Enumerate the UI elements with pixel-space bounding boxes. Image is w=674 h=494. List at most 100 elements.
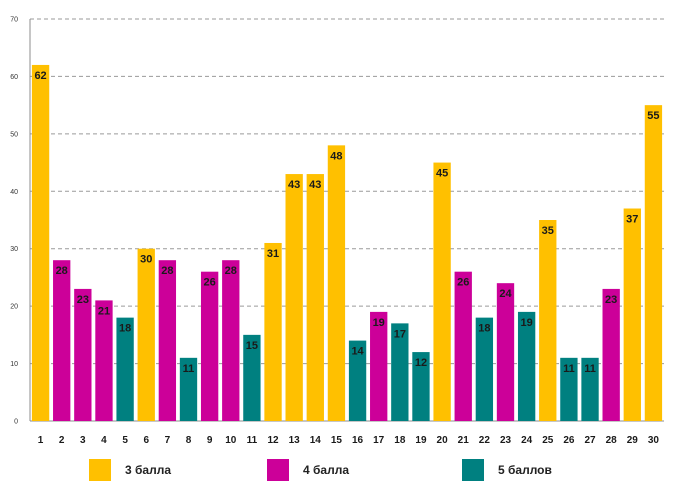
gridlines <box>30 18 664 365</box>
bar-3 <box>74 288 92 421</box>
x-tick-label: 10 <box>225 435 237 446</box>
y-tick-label: 0 <box>14 419 18 426</box>
x-tick-label: 22 <box>479 435 491 446</box>
legend-item-4-balla: 4 балла <box>267 458 349 482</box>
y-tick-label: 10 <box>10 361 18 368</box>
value-label: 28 <box>225 265 237 277</box>
bar-25 <box>539 220 557 421</box>
value-label: 19 <box>373 317 385 329</box>
legend-label-5-ballov: 5 баллов <box>498 463 552 477</box>
legend-item-3-balla: 3 балла <box>89 458 171 482</box>
legend-swatch-3-balla <box>89 459 111 481</box>
x-tick-label: 25 <box>542 435 554 446</box>
y-tick-label: 40 <box>10 189 18 196</box>
value-label: 28 <box>161 265 173 277</box>
bar-10 <box>222 260 240 421</box>
value-label: 28 <box>56 265 68 277</box>
x-tick-label: 13 <box>289 435 301 446</box>
y-tick-label: 60 <box>10 74 18 81</box>
value-label: 18 <box>478 323 490 335</box>
bar-27 <box>581 357 599 421</box>
x-tick-label: 23 <box>500 435 512 446</box>
bar-16 <box>348 340 367 421</box>
value-label: 11 <box>584 363 596 375</box>
x-tick-label: 21 <box>458 435 470 446</box>
value-label: 11 <box>563 363 575 375</box>
bar-28 <box>602 288 620 421</box>
bars <box>31 64 663 422</box>
value-label: 15 <box>246 340 258 352</box>
value-label: 30 <box>140 254 152 266</box>
value-label: 11 <box>183 363 195 375</box>
x-tick-label: 24 <box>521 435 533 446</box>
value-label: 21 <box>98 305 110 317</box>
value-label: 17 <box>394 328 406 340</box>
x-tick-label: 27 <box>584 435 596 446</box>
bar-13 <box>285 174 303 421</box>
bar-8 <box>179 357 198 421</box>
value-label: 12 <box>415 357 427 369</box>
value-label: 43 <box>309 179 321 191</box>
bar-21 <box>454 271 472 421</box>
value-label: 62 <box>34 70 46 82</box>
x-tick-label: 8 <box>186 435 192 446</box>
bar-24 <box>517 311 536 421</box>
x-tick-label: 2 <box>59 435 65 446</box>
legend-item-5-ballov: 5 баллов <box>462 458 552 482</box>
x-tick-label: 16 <box>352 435 364 446</box>
bar-1 <box>31 64 50 421</box>
bar-30 <box>644 105 663 422</box>
bar-26 <box>560 357 578 421</box>
x-tick-label: 14 <box>310 435 322 446</box>
bar-2 <box>53 260 71 421</box>
x-tick-label: 7 <box>165 435 171 446</box>
bar-15 <box>327 145 346 422</box>
x-tick-label: 19 <box>415 435 427 446</box>
value-label: 19 <box>521 317 533 329</box>
x-tick-label: 30 <box>648 435 660 446</box>
value-label: 14 <box>351 346 364 358</box>
value-label: 26 <box>457 277 469 289</box>
bar-19 <box>412 352 430 421</box>
data-labels: 62 28 23 21 18 30 28 11 26 28 15 31 43 43 48 14 19 17 12 45… <box>34 70 659 375</box>
bar-7 <box>158 260 177 421</box>
x-tick-label: 28 <box>606 435 618 446</box>
x-tick-label: 9 <box>207 435 213 446</box>
x-tick-label: 4 <box>101 435 107 446</box>
bar-29 <box>623 208 641 421</box>
value-label: 35 <box>542 225 554 237</box>
x-tick-label: 5 <box>122 435 128 446</box>
value-label: 26 <box>204 277 216 289</box>
value-label: 31 <box>267 248 279 260</box>
x-tick-label: 29 <box>627 435 639 446</box>
x-tick-label: 3 <box>80 435 86 446</box>
bar-11 <box>243 334 261 421</box>
bar-23 <box>496 283 515 421</box>
bar-4 <box>95 300 113 421</box>
value-label: 37 <box>626 214 638 226</box>
value-label: 24 <box>499 288 512 300</box>
bar-12 <box>264 242 282 421</box>
x-tick-label: 20 <box>437 435 449 446</box>
x-tick-label: 26 <box>563 435 575 446</box>
bar-20 <box>433 162 451 422</box>
x-tick-label: 17 <box>373 435 385 446</box>
bar-9 <box>200 271 219 421</box>
bar-5 <box>116 317 134 421</box>
bar-14 <box>306 174 324 421</box>
legend-swatch-5-ballov <box>462 459 484 481</box>
y-tick-label: 50 <box>10 131 18 138</box>
y-tick-label: 70 <box>10 17 18 24</box>
value-label: 48 <box>330 150 342 162</box>
value-label: 43 <box>288 179 300 191</box>
value-label: 23 <box>605 294 617 306</box>
value-label: 55 <box>647 110 659 122</box>
bar-17 <box>370 311 388 421</box>
x-tick-label: 1 <box>38 435 44 446</box>
bar-22 <box>475 317 494 421</box>
x-tick-label: 15 <box>331 435 343 446</box>
bar-6 <box>137 248 155 421</box>
legend-label-3-balla: 3 балла <box>125 463 172 477</box>
